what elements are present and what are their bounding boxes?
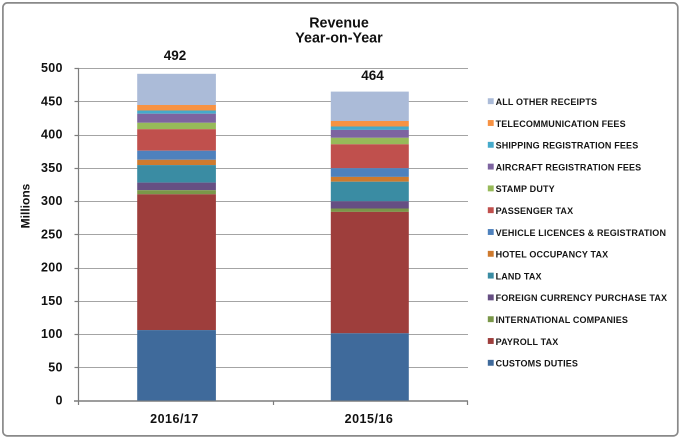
svg-text:Revenue: Revenue: [309, 16, 369, 32]
svg-text:HOTEL OCCUPANCY TAX: HOTEL OCCUPANCY TAX: [496, 250, 609, 260]
svg-text:500: 500: [41, 61, 63, 75]
svg-text:LAND TAX: LAND TAX: [496, 271, 542, 281]
svg-text:50: 50: [48, 360, 63, 374]
svg-text:250: 250: [41, 227, 63, 241]
svg-text:100: 100: [41, 327, 63, 341]
svg-text:FOREIGN CURRENCY PURCHASE TAX: FOREIGN CURRENCY PURCHASE TAX: [496, 293, 668, 303]
svg-text:150: 150: [41, 294, 63, 308]
svg-text:350: 350: [41, 161, 63, 175]
svg-text:PASSENGER TAX: PASSENGER TAX: [496, 206, 574, 216]
svg-text:2016/17: 2016/17: [150, 412, 199, 426]
svg-text:200: 200: [41, 261, 63, 275]
svg-text:INTERNATIONAL COMPANIES: INTERNATIONAL COMPANIES: [496, 315, 628, 325]
svg-text:2015/16: 2015/16: [345, 412, 394, 426]
svg-text:Year-on-Year: Year-on-Year: [295, 31, 383, 47]
svg-text:Millions: Millions: [19, 183, 33, 228]
svg-text:492: 492: [164, 48, 187, 63]
svg-text:TELECOMMUNICATION FEES: TELECOMMUNICATION FEES: [496, 119, 626, 129]
svg-text:CUSTOMS DUTIES: CUSTOMS DUTIES: [496, 359, 578, 369]
svg-text:300: 300: [41, 194, 63, 208]
svg-text:STAMP DUTY: STAMP DUTY: [496, 184, 555, 194]
svg-text:PAYROLL TAX: PAYROLL TAX: [496, 337, 559, 347]
svg-text:AIRCRAFT REGISTRATION FEES: AIRCRAFT REGISTRATION FEES: [496, 162, 642, 172]
svg-text:0: 0: [56, 394, 63, 408]
svg-text:400: 400: [41, 128, 63, 142]
svg-text:ALL OTHER RECEIPTS: ALL OTHER RECEIPTS: [496, 97, 598, 107]
svg-text:464: 464: [361, 68, 384, 83]
svg-text:450: 450: [41, 94, 63, 108]
svg-text:VEHICLE LICENCES & REGISTRATIO: VEHICLE LICENCES & REGISTRATION: [496, 228, 666, 238]
svg-text:SHIPPING REGISTRATION FEES: SHIPPING REGISTRATION FEES: [496, 141, 639, 151]
